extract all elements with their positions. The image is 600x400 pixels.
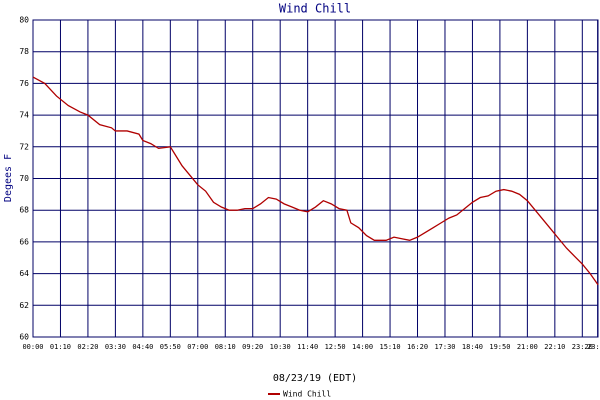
y-tick-label: 62 <box>19 301 29 310</box>
x-tick-label: 07:00 <box>187 343 208 351</box>
x-tick-label: 19:50 <box>489 343 510 351</box>
y-tick-label: 60 <box>19 333 29 342</box>
x-tick-label: 03:30 <box>105 343 126 351</box>
x-tick-label: 16:20 <box>407 343 428 351</box>
x-tick-label: 01:10 <box>50 343 71 351</box>
x-tick-label: 15:10 <box>380 343 401 351</box>
y-tick-label: 76 <box>19 79 29 88</box>
x-tick-label: 23:20 <box>572 343 593 351</box>
y-tick-label: 68 <box>19 206 29 215</box>
chart-title: Wind Chill <box>279 2 351 16</box>
x-tick-label: 11:40 <box>297 343 318 351</box>
y-tick-label: 72 <box>19 142 29 151</box>
x-tick-label: 10:30 <box>270 343 291 351</box>
x-axis-label: 08/23/19 (EDT) <box>273 373 357 384</box>
x-tick-label: 08:10 <box>215 343 236 351</box>
y-tick-label: 80 <box>19 16 29 25</box>
x-tick-label: 17:30 <box>434 343 455 351</box>
x-tick-label: 14:00 <box>352 343 373 351</box>
x-tick-label: 04:40 <box>132 343 153 351</box>
legend-label: Wind Chill <box>283 390 331 399</box>
x-tick-label: 22:10 <box>544 343 565 351</box>
x-tick-label: 21:00 <box>517 343 538 351</box>
y-tick-label: 78 <box>19 47 29 56</box>
y-tick-label: 64 <box>19 269 29 278</box>
x-tick-label: 18:40 <box>462 343 483 351</box>
x-tick-label: 12:50 <box>325 343 346 351</box>
x-tick-label: 23:59 <box>587 343 600 351</box>
x-tick-label: 00:00 <box>22 343 43 351</box>
x-tick-label: 09:20 <box>242 343 263 351</box>
y-tick-label: 66 <box>19 237 29 246</box>
x-tick-label: 05:50 <box>160 343 181 351</box>
y-tick-label: 70 <box>19 174 29 183</box>
data-line <box>32 76 599 286</box>
y-axis-label: Degees F <box>3 154 14 202</box>
x-tick-label: 02:20 <box>77 343 98 351</box>
y-tick-label: 74 <box>19 111 29 120</box>
